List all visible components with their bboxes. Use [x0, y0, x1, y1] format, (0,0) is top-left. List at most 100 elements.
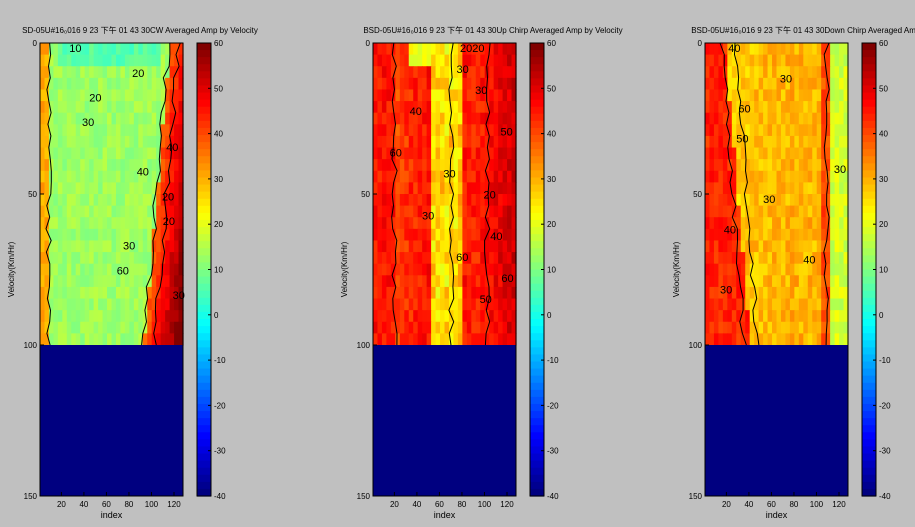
- heatmap-cell: [834, 135, 840, 149]
- heatmap-cell: [507, 298, 513, 311]
- heatmap-cell: [507, 101, 513, 114]
- colorbar-swatch: [862, 488, 876, 497]
- heatmap-cell: [417, 66, 423, 79]
- heatmap-cell: [498, 263, 504, 276]
- heatmap-cell: [107, 124, 113, 137]
- heatmap-cell: [471, 135, 477, 149]
- heatmap-cell: [754, 54, 760, 67]
- heatmap-cell: [502, 159, 508, 172]
- chart-title: BSD-05U#16₀016 9 23 下午 01 43 30Down Chir…: [691, 25, 915, 35]
- heatmap-cell: [794, 147, 800, 160]
- heatmap-cell: [373, 112, 379, 125]
- heatmap-cell: [785, 101, 791, 114]
- heatmap-cell: [731, 101, 737, 114]
- heatmap-cell: [178, 228, 184, 242]
- heatmap-cell: [493, 286, 499, 300]
- heatmap-cell: [426, 112, 432, 125]
- heatmap-cell: [754, 124, 760, 137]
- heatmap-cell: [758, 333, 764, 346]
- heatmap-cell: [373, 205, 379, 218]
- heatmap-cell: [780, 147, 787, 160]
- heatmap-cell: [404, 77, 410, 91]
- heatmap-cell: [40, 170, 46, 183]
- heatmap-cell: [156, 182, 162, 195]
- heatmap-cell: [713, 310, 720, 323]
- heatmap-cell: [151, 124, 157, 137]
- heatmap-cell: [66, 286, 72, 300]
- heatmap-cell: [705, 194, 711, 207]
- heatmap-cell: [160, 89, 166, 102]
- colorbar-tick-label: 50: [879, 84, 888, 93]
- heatmap-cell: [493, 182, 499, 195]
- heatmap-cell: [780, 135, 787, 149]
- heatmap-cell: [448, 159, 455, 172]
- colorbar-tick-label: -10: [547, 356, 559, 365]
- heatmap-cell: [780, 170, 787, 183]
- heatmap-cell: [830, 275, 836, 288]
- heatmap-cell: [471, 205, 477, 218]
- heatmap-cell: [480, 182, 486, 195]
- heatmap-cell: [80, 194, 86, 207]
- heatmap-cell: [749, 159, 755, 172]
- heatmap-cell: [129, 170, 135, 183]
- heatmap-cell: [745, 263, 751, 276]
- heatmap-cell: [484, 101, 490, 114]
- heatmap-cell: [48, 112, 55, 125]
- colorbar-swatch: [530, 375, 544, 384]
- heatmap-cell: [66, 310, 72, 323]
- heatmap-cell: [453, 252, 459, 265]
- heatmap-cell: [816, 170, 822, 183]
- colorbar-swatch: [530, 311, 544, 320]
- colorbar-tick-label: -20: [879, 401, 891, 410]
- heatmap-cell: [749, 321, 755, 334]
- heatmap-cell: [484, 252, 490, 265]
- heatmap-cell: [789, 194, 795, 207]
- heatmap-cell: [48, 89, 55, 102]
- heatmap-cell: [785, 252, 791, 265]
- heatmap-cell: [120, 101, 126, 114]
- heatmap-cell: [453, 135, 459, 149]
- colorbar-swatch: [530, 453, 544, 462]
- heatmap-cell: [798, 333, 804, 346]
- heatmap-cell: [736, 240, 742, 253]
- heatmap-cell: [426, 263, 432, 276]
- colorbar-swatch: [862, 460, 876, 469]
- heatmap-cell: [48, 275, 55, 288]
- heatmap-cell: [798, 240, 804, 253]
- heatmap-cell: [727, 182, 733, 195]
- heatmap-cell: [156, 252, 162, 265]
- heatmap-cell: [413, 147, 419, 160]
- heatmap-cell: [169, 321, 175, 334]
- colorbar-swatch: [862, 248, 876, 256]
- heatmap-cell: [713, 89, 720, 102]
- heatmap-cell: [147, 101, 153, 114]
- heatmap-cell: [444, 333, 450, 346]
- heatmap-cell: [169, 333, 175, 346]
- heatmap-cell: [71, 124, 77, 137]
- heatmap-cell: [62, 159, 68, 172]
- heatmap-cell: [160, 77, 166, 91]
- heatmap-cell: [798, 263, 804, 276]
- heatmap-cell: [417, 77, 423, 91]
- heatmap-cell: [498, 101, 504, 114]
- heatmap-cell: [169, 77, 175, 91]
- heatmap-cell: [731, 170, 737, 183]
- heatmap-cell: [84, 147, 90, 160]
- heatmap-cell: [381, 182, 388, 195]
- heatmap-cell: [785, 286, 791, 300]
- heatmap-cell: [93, 194, 99, 207]
- heatmap-cell: [507, 205, 513, 218]
- heatmap-cell: [435, 228, 441, 242]
- heatmap-cell: [80, 147, 86, 160]
- heatmap-cell: [66, 263, 72, 276]
- colorbar-swatch: [862, 205, 876, 214]
- heatmap-cell: [40, 66, 46, 79]
- heatmap-cell: [843, 170, 849, 183]
- heatmap-cell: [794, 159, 800, 172]
- heatmap-cell: [57, 54, 63, 67]
- heatmap-cell: [493, 310, 499, 323]
- y-tick-label: 0: [33, 39, 38, 48]
- colorbar-swatch: [197, 184, 211, 193]
- colorbar-swatch: [862, 227, 876, 235]
- heatmap-cell: [758, 54, 764, 67]
